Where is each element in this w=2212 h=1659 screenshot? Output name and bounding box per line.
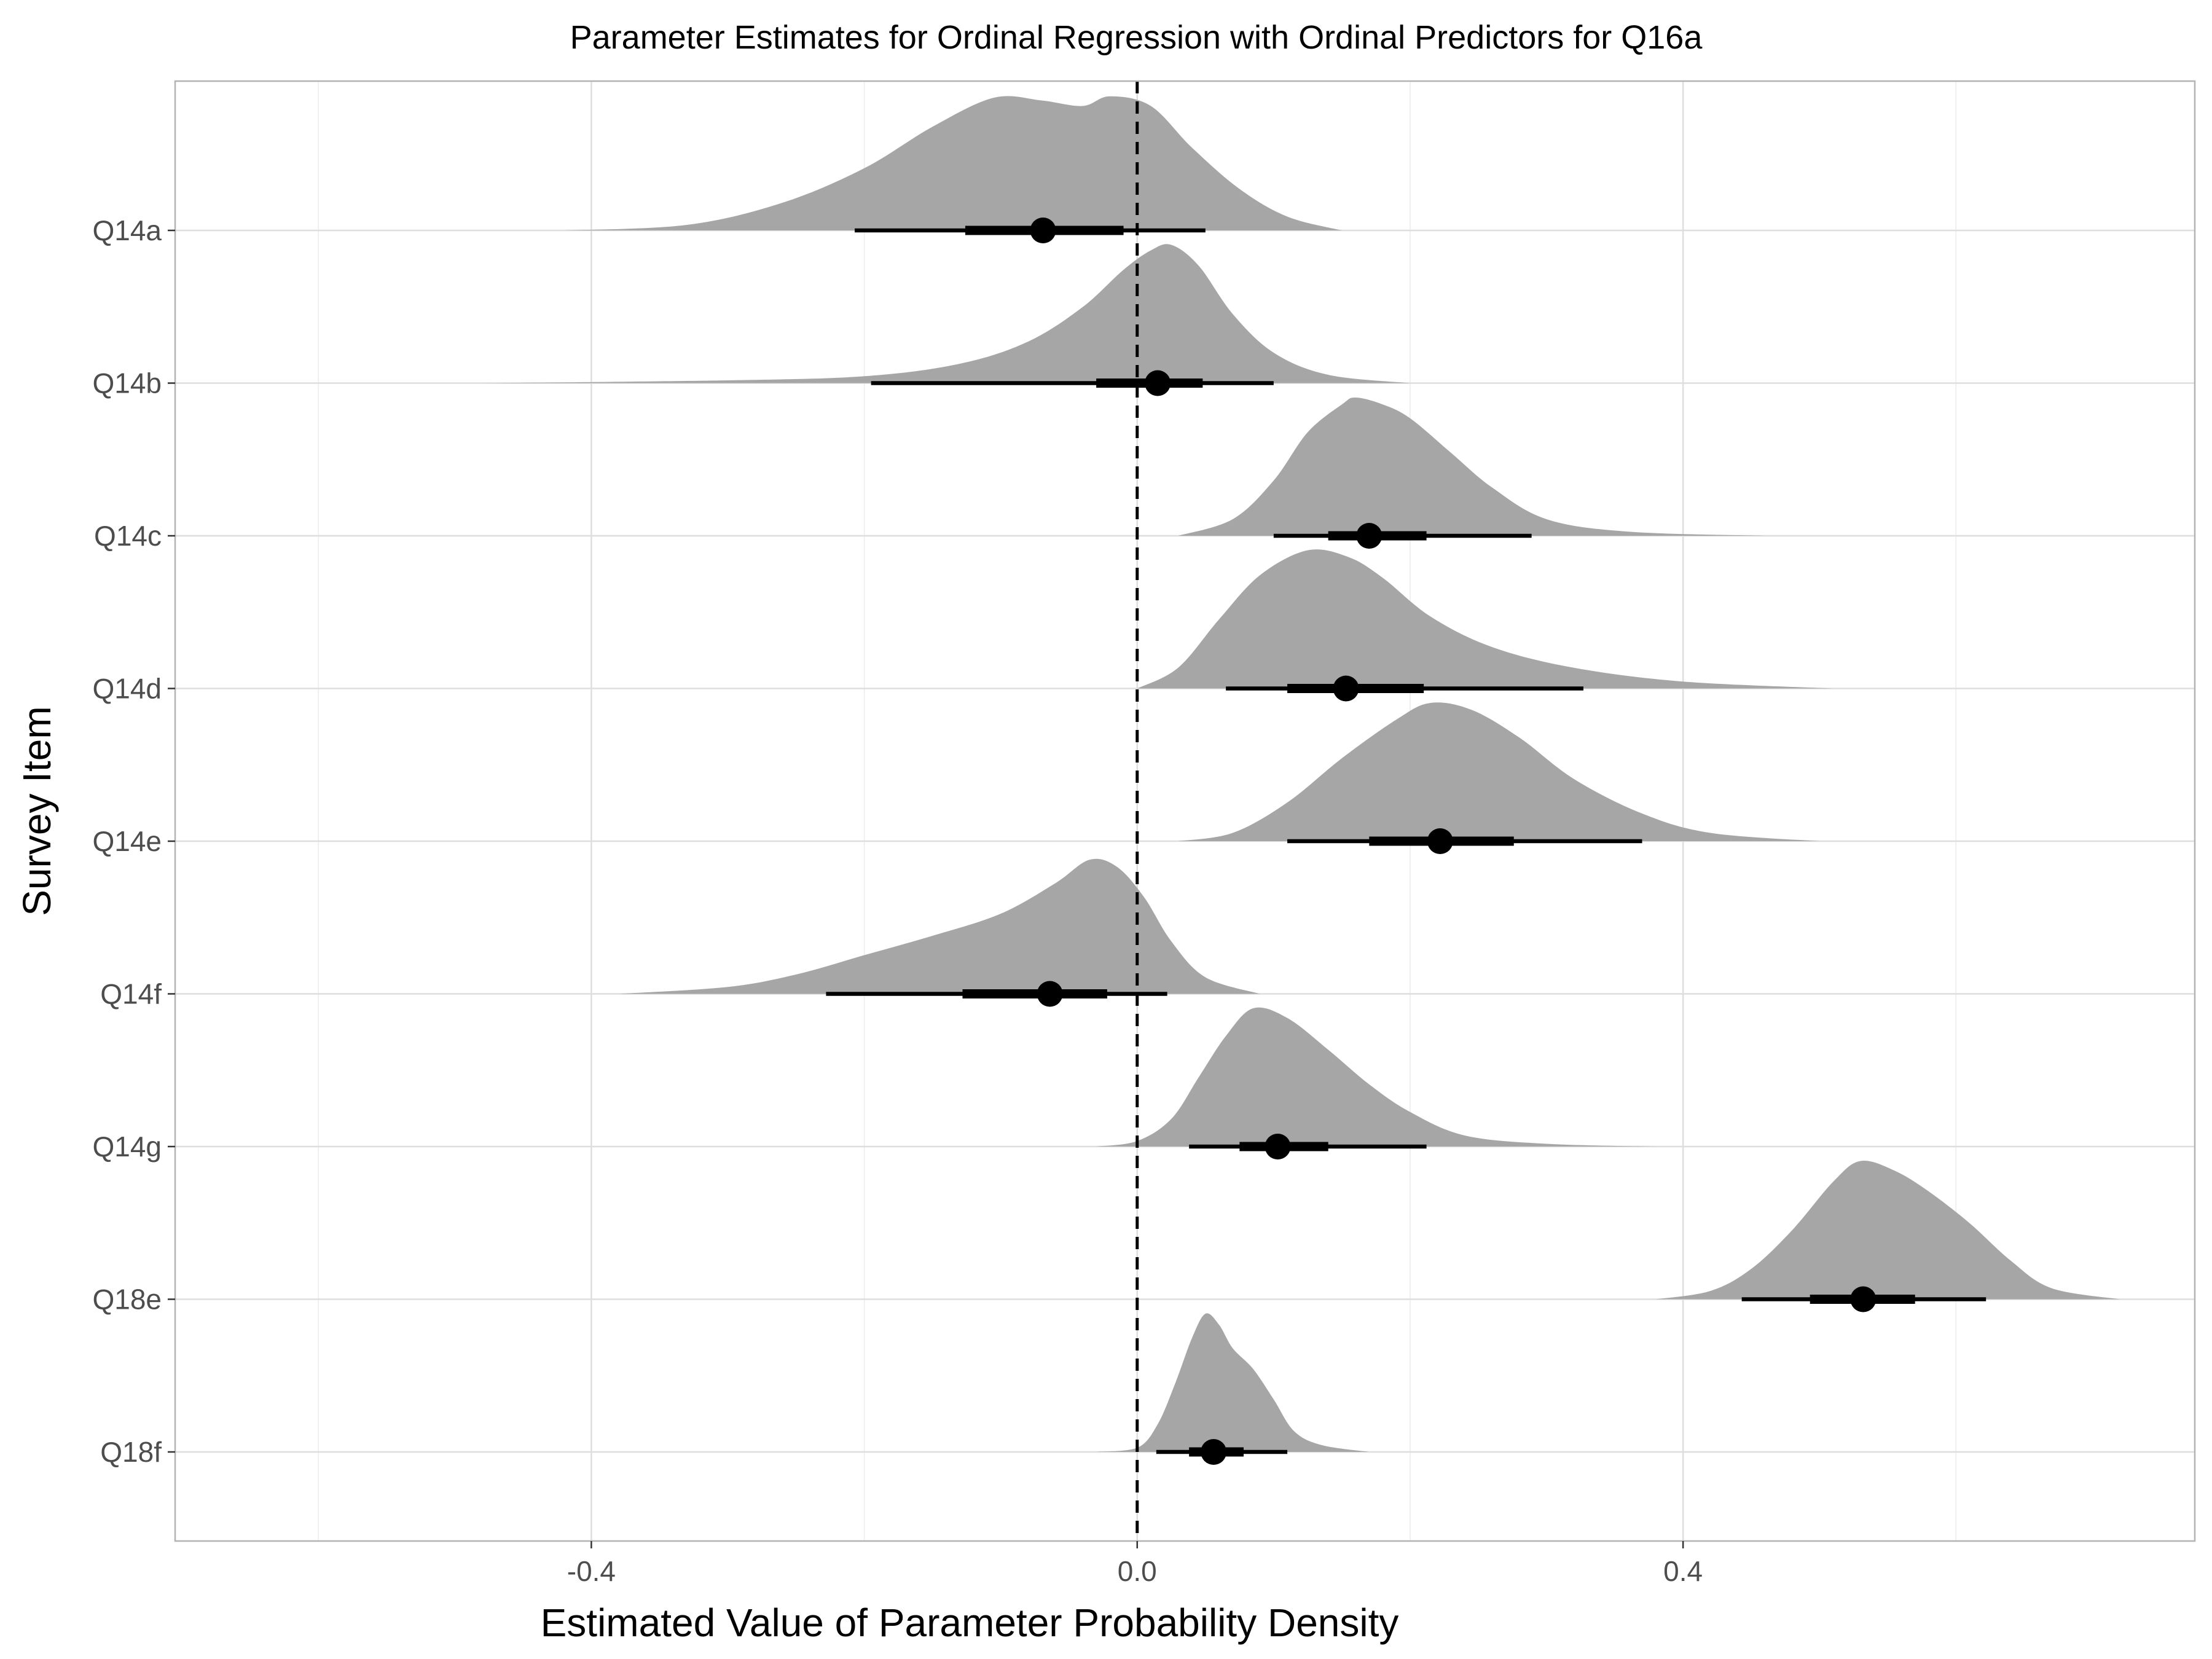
density-q14f — [618, 858, 1260, 994]
x-axis: -0.4 0.0 0.4 — [567, 1541, 1703, 1587]
y-tick-label: Q14b — [92, 367, 162, 399]
density-q14g — [1096, 1007, 1656, 1147]
density-q14b — [482, 244, 1411, 383]
median-point-q18f — [1201, 1439, 1227, 1465]
density-q14e — [1178, 702, 1820, 841]
median-point-q14b — [1145, 370, 1171, 396]
y-tick-label: Q14c — [94, 520, 162, 552]
median-point-q14g — [1265, 1134, 1291, 1159]
density-q14c — [1178, 398, 1765, 536]
density-q18e — [1655, 1160, 2120, 1300]
density-layer — [482, 96, 2120, 1452]
median-point-q14e — [1427, 828, 1453, 854]
median-point-q14f — [1037, 981, 1063, 1007]
y-axis: Q18f Q18e Q14g Q14f Q14e Q14d Q14c Q14b Q14a — [92, 214, 175, 1468]
y-axis-title: Survey Item — [15, 706, 59, 916]
median-point-q14a — [1030, 218, 1056, 243]
y-tick-label: Q14e — [92, 825, 162, 857]
plot-panel-border — [174, 80, 2196, 1542]
density-q18f — [1096, 1313, 1370, 1452]
density-q14d — [1137, 549, 1834, 689]
y-tick-label: Q14d — [92, 673, 162, 705]
density-q14a — [564, 96, 1342, 230]
y-tick-label: Q14f — [100, 978, 162, 1010]
median-point-q14c — [1356, 523, 1382, 549]
y-tick-label: Q18f — [100, 1436, 162, 1468]
x-tick-label: -0.4 — [567, 1555, 616, 1587]
x-tick-label: 0.4 — [1663, 1555, 1703, 1587]
median-point-q18e — [1850, 1286, 1877, 1312]
x-axis-title: Estimated Value of Parameter Probability… — [541, 1601, 1399, 1645]
interval-layer — [826, 218, 1986, 1465]
median-point-q14d — [1333, 675, 1359, 702]
y-tick-label: Q14a — [92, 214, 162, 246]
y-tick-label: Q18e — [92, 1284, 162, 1316]
chart-title: Parameter Estimates for Ordinal Regressi… — [570, 19, 1703, 56]
y-tick-label: Q14g — [92, 1131, 162, 1163]
x-tick-label: 0.0 — [1118, 1555, 1157, 1587]
